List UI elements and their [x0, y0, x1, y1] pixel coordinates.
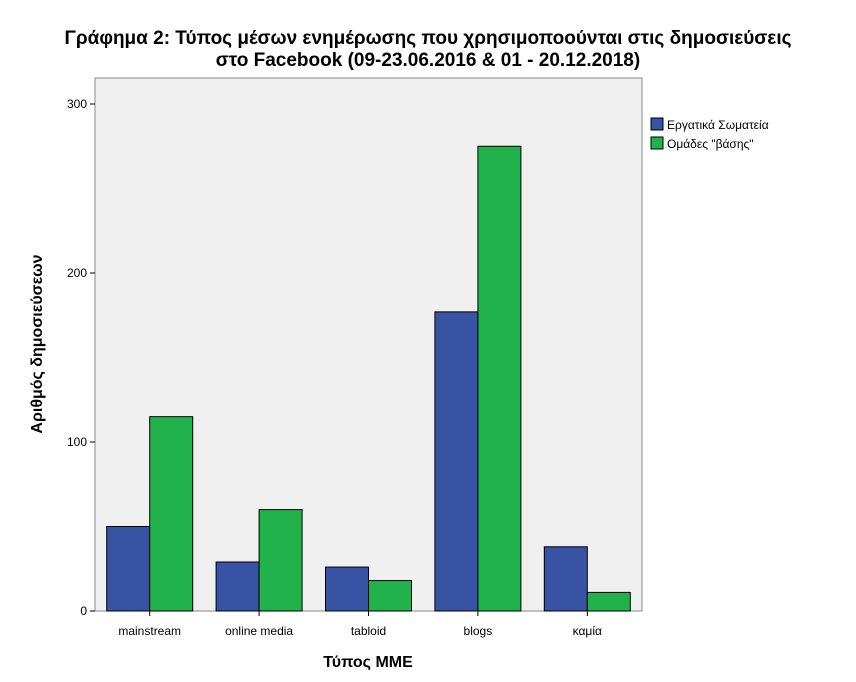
- x-tick-label-2: online media: [225, 624, 293, 638]
- bar-2-3: [368, 580, 412, 612]
- bar-2-1: [149, 416, 194, 612]
- legend: Εργατικά Σωματεία Ομάδες "βάσης": [650, 117, 769, 151]
- y-tick-label-0: 0: [80, 604, 87, 618]
- y-tick-label-200: 200: [67, 266, 87, 280]
- bar-1-1: [106, 526, 151, 612]
- bar-1-3: [325, 566, 369, 612]
- x-tick-label-1: mainstream: [118, 624, 181, 638]
- y-axis-title: Αριθμός δημοσιεύσεων: [29, 254, 46, 433]
- bar-1-4: [434, 311, 479, 612]
- legend-label-1: Εργατικά Σωματεία: [667, 118, 769, 132]
- legend-swatch-2: [650, 136, 664, 150]
- legend-swatch-1: [650, 117, 664, 131]
- bar-1-2: [215, 561, 260, 612]
- bar-2-2: [258, 509, 303, 612]
- x-tick-label-4: blogs: [464, 624, 493, 638]
- bar-2-5: [586, 591, 631, 612]
- y-tick-label-300: 300: [67, 97, 87, 111]
- y-axis: 0 100 200 300: [67, 97, 95, 618]
- bar-1-5: [543, 546, 588, 612]
- bar-2-4: [477, 145, 522, 612]
- x-tick-label-3: tabloid: [351, 624, 386, 638]
- legend-label-2: Ομάδες "βάσης": [667, 137, 754, 151]
- x-axis-title: Τύπος ΜΜΕ: [323, 654, 413, 671]
- chart-title-line-1: Γράφημα 2: Τύπος μέσων ενημέρωσης που χρ…: [65, 28, 792, 49]
- x-tick-label-5: καμία: [573, 624, 602, 638]
- x-axis: mainstream online media tabloid blogs καμία: [118, 611, 602, 638]
- chart-title-line-2: στο Facebook (09-23.06.2016 & 01 - 20.12…: [216, 50, 640, 71]
- bars: [106, 145, 631, 612]
- y-tick-label-100: 100: [67, 435, 87, 449]
